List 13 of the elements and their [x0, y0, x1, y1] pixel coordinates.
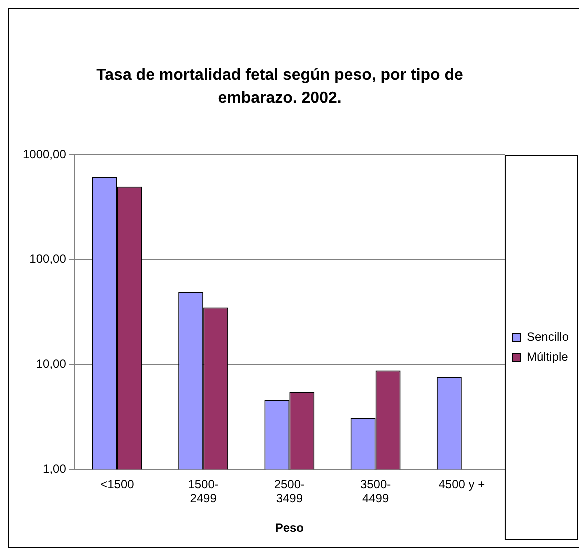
- y-tick-label: 1,00: [43, 462, 67, 476]
- y-tick-label: 100,00: [30, 252, 67, 266]
- x-tick-label: <1500: [100, 477, 135, 492]
- x-tick-label: 3500-4499: [360, 477, 392, 506]
- x-axis-title: Peso: [275, 521, 304, 536]
- legend-label: Múltiple: [526, 350, 569, 364]
- chart-title: Tasa de mortalidad fetal según peso, por tipo de embarazo. 2002.: [96, 66, 464, 109]
- x-tick-label: 4500 y +: [438, 477, 486, 492]
- x-tick-label: 1500-2499: [188, 477, 219, 506]
- x-tick-label: 2500-3499: [274, 477, 306, 506]
- legend-label: Sencillo: [526, 330, 570, 344]
- y-tick-label: 1000,00: [22, 147, 67, 162]
- y-tick-label: 10,00: [36, 357, 67, 372]
